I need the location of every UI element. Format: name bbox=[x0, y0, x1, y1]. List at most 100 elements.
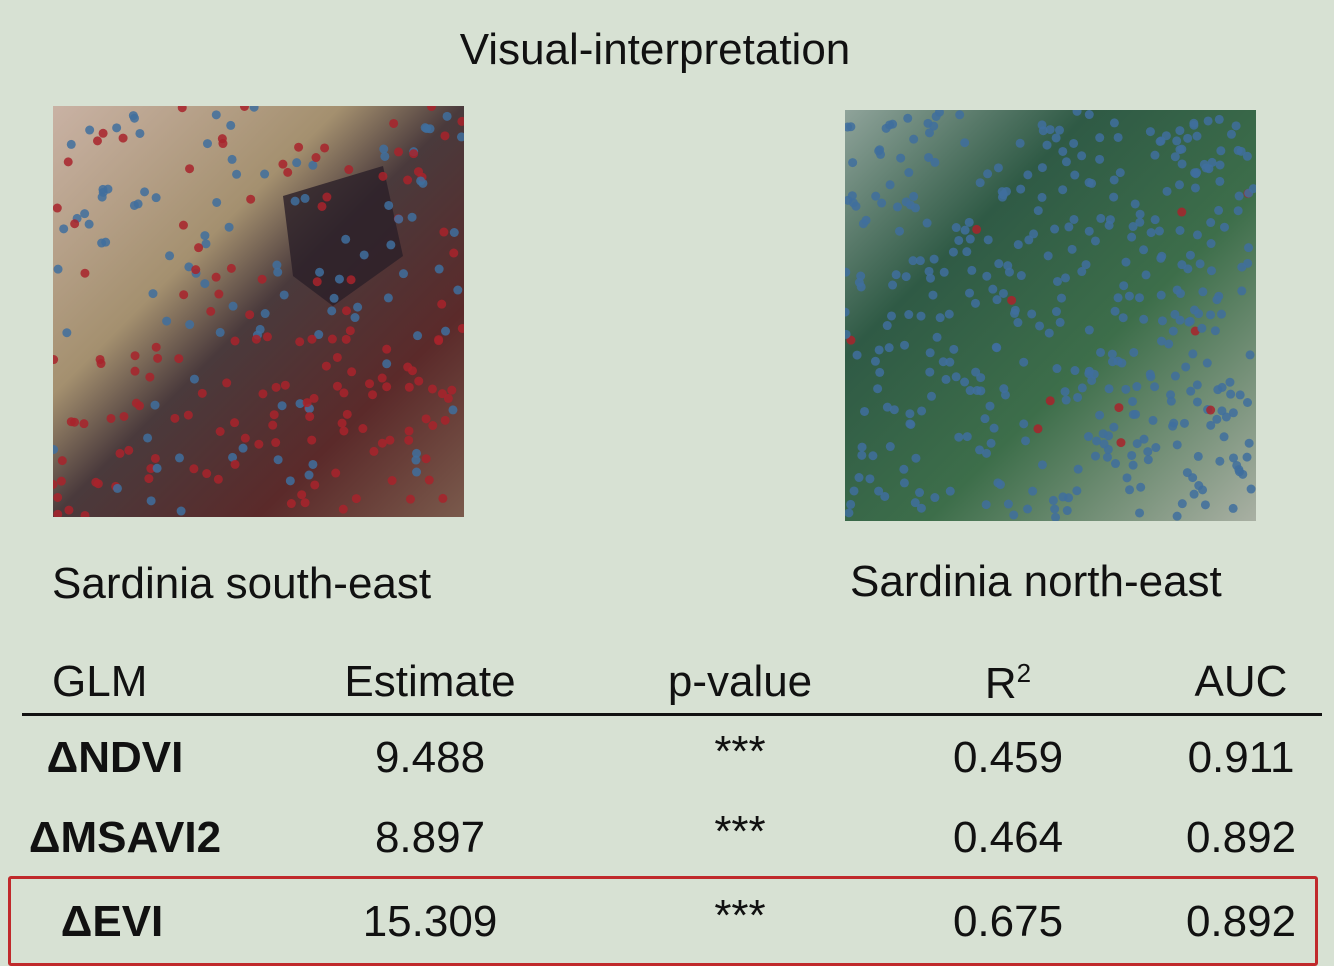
sample-point bbox=[1013, 318, 1023, 328]
table-cell: ΔNDVI bbox=[46, 733, 184, 782]
sample-point bbox=[941, 374, 951, 384]
sample-point bbox=[1104, 431, 1114, 441]
sample-point bbox=[1111, 459, 1121, 469]
sample-point bbox=[211, 110, 221, 120]
sample-point bbox=[1129, 347, 1139, 357]
sample-point bbox=[845, 307, 850, 317]
sample-point bbox=[398, 269, 408, 279]
sample-point bbox=[911, 453, 921, 463]
sample-point bbox=[1190, 183, 1200, 193]
table-cell: 0.675 bbox=[952, 897, 1064, 946]
table-cell: ΔEVI bbox=[60, 897, 164, 946]
sample-point bbox=[1215, 456, 1225, 466]
sample-point bbox=[106, 413, 116, 423]
sample-point bbox=[305, 412, 315, 422]
sample-point bbox=[1113, 293, 1123, 303]
sample-point bbox=[53, 492, 63, 502]
sample-point bbox=[297, 490, 307, 500]
sample-point bbox=[1109, 192, 1119, 202]
sample-point bbox=[112, 483, 122, 493]
sample-point bbox=[153, 353, 163, 363]
sample-point bbox=[268, 420, 278, 430]
sample-point bbox=[1172, 285, 1182, 295]
sample-point bbox=[378, 171, 388, 181]
sample-point bbox=[995, 480, 1005, 490]
sample-point bbox=[1206, 266, 1216, 276]
sample-point bbox=[434, 336, 444, 346]
sample-point bbox=[1072, 486, 1082, 496]
sample-point bbox=[886, 311, 896, 321]
sample-point bbox=[846, 499, 856, 509]
sample-point bbox=[405, 494, 415, 504]
sample-point bbox=[152, 463, 162, 473]
sample-point bbox=[1110, 306, 1120, 316]
sample-point bbox=[1058, 492, 1068, 502]
sample-point bbox=[1113, 132, 1123, 142]
sample-point bbox=[982, 448, 992, 458]
sample-point bbox=[925, 367, 935, 377]
sample-point bbox=[66, 139, 76, 149]
table-cell: *** bbox=[714, 807, 766, 856]
sample-point bbox=[1109, 175, 1119, 185]
sample-point bbox=[1132, 439, 1142, 449]
sample-point bbox=[1172, 440, 1182, 450]
sample-point bbox=[1235, 390, 1245, 400]
sample-point bbox=[1170, 371, 1180, 381]
sample-point bbox=[425, 124, 435, 134]
sample-point bbox=[215, 427, 225, 437]
sample-point bbox=[1058, 146, 1068, 156]
sample-point bbox=[337, 418, 347, 428]
sample-point bbox=[870, 356, 880, 366]
sample-point bbox=[443, 393, 453, 403]
sample-point bbox=[930, 493, 940, 503]
sample-point bbox=[1234, 465, 1244, 475]
sample-point bbox=[442, 111, 452, 121]
sample-point bbox=[448, 405, 458, 415]
sample-point bbox=[970, 298, 980, 308]
sample-point bbox=[84, 219, 94, 229]
sample-point bbox=[1162, 186, 1172, 196]
sample-point bbox=[1095, 410, 1105, 420]
sample-point bbox=[1214, 114, 1224, 124]
sample-point bbox=[1141, 270, 1151, 280]
sample-point bbox=[1194, 481, 1204, 491]
sample-point bbox=[1130, 199, 1140, 209]
sample-point bbox=[1226, 129, 1236, 139]
sample-point bbox=[1236, 146, 1246, 156]
sample-point bbox=[1246, 484, 1256, 494]
table-cell: 8.897 bbox=[374, 813, 486, 862]
sample-point bbox=[440, 415, 450, 425]
sample-point bbox=[411, 455, 421, 465]
title: Visual-interpretation bbox=[459, 25, 851, 74]
sample-point bbox=[53, 479, 58, 489]
sample-point bbox=[59, 224, 69, 234]
sample-point bbox=[1124, 291, 1134, 301]
sample-point bbox=[1113, 356, 1123, 366]
sample-point bbox=[1175, 145, 1185, 155]
sample-point bbox=[174, 354, 184, 364]
sample-point bbox=[260, 309, 270, 319]
sample-point bbox=[143, 433, 153, 443]
sample-point bbox=[387, 476, 397, 486]
sample-point bbox=[1245, 350, 1255, 360]
sample-point bbox=[975, 445, 985, 455]
sample-point bbox=[1096, 213, 1106, 223]
sample-point bbox=[258, 389, 268, 399]
sample-point bbox=[1166, 396, 1176, 406]
sample-point bbox=[885, 180, 895, 190]
sample-point bbox=[1237, 286, 1247, 296]
sample-point bbox=[79, 419, 89, 429]
sample-point bbox=[369, 446, 379, 456]
sample-point bbox=[447, 385, 457, 395]
sample-point bbox=[438, 493, 448, 503]
sample-point bbox=[292, 158, 302, 168]
sample-point bbox=[960, 225, 970, 235]
sample-point bbox=[1069, 138, 1079, 148]
sample-point bbox=[404, 382, 414, 392]
sample-point bbox=[904, 310, 914, 320]
sample-point bbox=[1128, 460, 1138, 470]
sample-point bbox=[1045, 396, 1055, 406]
sample-point bbox=[874, 486, 884, 496]
sample-point bbox=[1037, 163, 1047, 173]
sample-point bbox=[350, 313, 360, 323]
